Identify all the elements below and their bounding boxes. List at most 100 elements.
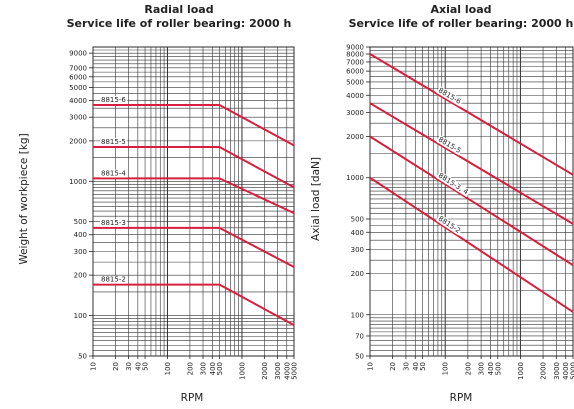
y-tick-label: 400	[74, 231, 87, 239]
series-line-8815-6	[93, 104, 295, 147]
series-label-background	[100, 95, 128, 104]
x-tick-label: 1000	[238, 362, 246, 380]
y-tick-label: 100	[351, 311, 364, 319]
x-tick-label: 50	[419, 362, 427, 371]
y-tick-label: 300	[74, 248, 87, 256]
x-tick-label: 20	[389, 362, 397, 371]
x-tick-label: 40	[412, 362, 420, 371]
x-tick-label: 200	[464, 362, 472, 375]
series-label-background	[436, 85, 464, 107]
series-label: 8815-3	[101, 219, 126, 227]
x-tick-label: 300	[478, 362, 486, 375]
x-tick-label: 10	[90, 362, 98, 371]
series-label: 8815-6	[101, 96, 126, 104]
series-label-background	[436, 134, 464, 156]
series-label-background	[100, 169, 128, 178]
y-tick-label: 9000	[69, 50, 87, 58]
axial-chart-x-ticks: 10 20 30 40 50 100 200 300 400 500 1000 2000 3000 400…	[367, 356, 574, 380]
x-tick-label: 500	[494, 362, 502, 375]
x-tick-label: 30	[125, 362, 133, 371]
y-tick-label: 4000	[346, 92, 364, 100]
y-tick-label: 7000	[69, 64, 87, 72]
x-tick-label: 50	[142, 362, 150, 371]
series-line-8815-3	[93, 226, 295, 268]
y-tick-label: 2000	[69, 137, 87, 145]
axial-chart-y-ticks: 50 70 100 200 300 400 500 1000 2000 3000 4000 5000 6…	[346, 44, 370, 361]
x-tick-label: 100	[164, 362, 172, 375]
y-tick-label: 9000	[346, 44, 364, 52]
series-line-8815-5	[369, 102, 574, 225]
radial-chart-y-ticks: 50 100 200 300 400 500 1000 2000 3000 4000 5000 600…	[69, 50, 93, 361]
series-label-background	[100, 218, 127, 227]
y-tick-label: 5000	[69, 84, 87, 92]
axial-chart-series	[369, 53, 574, 313]
radial-chart-grid	[92, 46, 295, 357]
x-tick-label: 300	[200, 362, 208, 375]
radial-load-chart: Radial load Service life of roller beari…	[18, 3, 299, 404]
x-tick-label: 400	[487, 362, 495, 375]
y-tick-label: 6000	[346, 68, 364, 76]
y-tick-label: 8000	[346, 51, 364, 59]
axial-chart-x-axis-label: RPM	[450, 392, 473, 404]
series-label-background	[100, 138, 127, 147]
series-label: 8815-2	[101, 276, 126, 284]
x-tick-label: 3000	[274, 362, 282, 380]
y-tick-label: 6000	[69, 73, 87, 81]
series-line-8815-5	[93, 146, 295, 189]
y-tick-label: 200	[74, 272, 87, 280]
series-label: 8815-4	[101, 169, 126, 177]
y-tick-label: 200	[351, 270, 364, 278]
x-tick-label: 3000	[553, 362, 561, 380]
radial-chart-title: Radial load	[144, 3, 213, 16]
radial-chart-y-axis-label: Weight of workpiece [kg]	[18, 133, 30, 264]
x-tick-label: 2000	[540, 362, 548, 380]
axial-chart-subtitle: Service life of roller bearing: 2000 h	[349, 17, 574, 30]
x-tick-label: 100	[442, 362, 450, 375]
series-label-background	[435, 214, 463, 236]
series-line-8815-4	[93, 177, 295, 215]
axial-chart-y-axis-label: Axial load [daN]	[310, 157, 322, 241]
radial-chart-series-labels: 8815-6 8815-5 8815-4 8815-3 8815-2	[100, 95, 128, 284]
y-tick-label: 2000	[346, 133, 364, 141]
radial-chart-series	[93, 104, 295, 326]
axial-chart-title: Axial load	[430, 3, 491, 16]
y-tick-label: 4000	[69, 97, 87, 105]
series-line-8815-3-4	[369, 135, 574, 267]
y-tick-label: 5000	[346, 78, 364, 86]
x-tick-label: 5000	[570, 362, 574, 380]
y-tick-label: 300	[351, 246, 364, 254]
x-tick-label: 1000	[517, 362, 525, 380]
radial-chart-subtitle: Service life of roller bearing: 2000 h	[67, 17, 292, 30]
x-tick-label: 40	[134, 362, 142, 371]
y-tick-label: 3000	[69, 114, 87, 122]
radial-chart-x-axis-label: RPM	[181, 392, 204, 404]
y-tick-label: 70	[355, 332, 364, 340]
x-tick-label: 400	[209, 362, 217, 375]
series-label-background	[436, 170, 471, 198]
x-tick-label: 5000	[291, 362, 299, 380]
x-tick-label: 500	[216, 362, 224, 375]
series-label-background	[100, 275, 127, 284]
x-tick-label: 200	[186, 362, 194, 375]
x-tick-label: 4000	[562, 362, 570, 380]
y-tick-label: 500	[351, 215, 364, 223]
y-tick-label: 400	[351, 229, 364, 237]
y-tick-label: 1000	[69, 178, 87, 186]
y-tick-label: 50	[355, 353, 364, 361]
y-tick-label: 100	[74, 312, 87, 320]
x-tick-label: 30	[402, 362, 410, 371]
y-tick-label: 7000	[346, 58, 364, 66]
series-label: 8815-5	[101, 138, 126, 146]
x-tick-label: 4000	[283, 362, 291, 380]
y-tick-label: 500	[74, 218, 87, 226]
y-tick-label: 50	[78, 353, 87, 361]
series-line-8815-2	[369, 176, 574, 313]
y-tick-label: 1000	[346, 174, 364, 182]
series-line-8815-2	[93, 283, 295, 326]
radial-chart-x-ticks: 10 20 30 40 50 100 200 300 400 500 1000 2000 3000 400…	[90, 356, 299, 380]
y-tick-label: 3000	[346, 109, 364, 117]
axial-load-chart: Axial load Service life of roller bearin…	[310, 3, 574, 404]
x-tick-label: 20	[112, 362, 120, 371]
x-tick-label: 10	[367, 362, 375, 371]
